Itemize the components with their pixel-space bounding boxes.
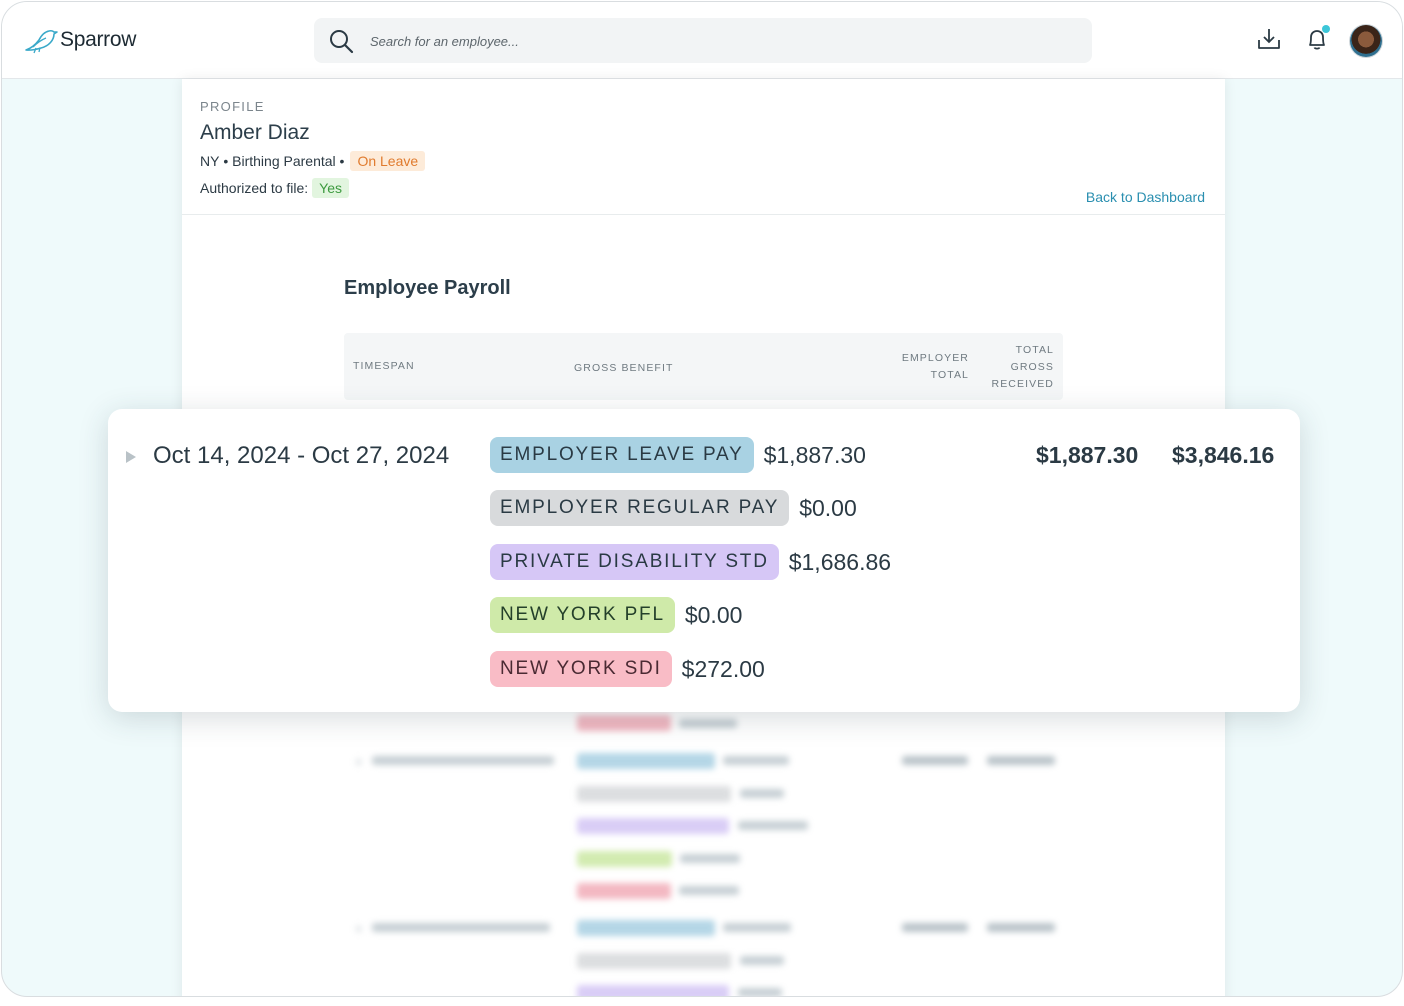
benefit-badge-new-york-sdi: NEW YORK SDI: [490, 651, 672, 687]
download-button[interactable]: [1254, 24, 1284, 54]
benefit-amount: $0.00: [684, 601, 743, 628]
col-employer-total: EMPLOYER TOTAL: [901, 352, 969, 381]
benefit-row: PRIVATE DISABILITY STD $1,686.86: [490, 543, 891, 581]
top-bar: Sparrow: [2, 2, 1402, 79]
notification-dot: [1322, 25, 1330, 33]
benefit-badge-private-disability-std: PRIVATE DISABILITY STD: [490, 544, 779, 580]
benefit-badge-employer-leave-pay: EMPLOYER LEAVE PAY: [490, 437, 754, 473]
benefit-row: EMPLOYER REGULAR PAY $0.00: [490, 489, 857, 527]
bell-icon: [1309, 30, 1325, 50]
blurred-pill: [577, 883, 671, 899]
table-header: TIMESPAN GROSS BENEFIT EMPLOYER TOTAL TO…: [344, 333, 1063, 400]
profile-kicker: PROFILE: [200, 99, 265, 114]
blurred-text: [740, 956, 784, 965]
col-gross-benefit: GROSS BENEFIT: [574, 362, 674, 374]
col-timespan: TIMESPAN: [353, 360, 415, 372]
blurred-text: [372, 756, 554, 765]
logo[interactable]: Sparrow: [24, 26, 136, 54]
blurred-text: [902, 756, 968, 765]
blurred-rows: [342, 709, 1102, 996]
blurred-pill: [577, 985, 729, 996]
collapse-row-chevron-icon[interactable]: [126, 451, 136, 463]
employee-state: NY: [200, 153, 220, 169]
meta-separator: •: [219, 153, 233, 169]
blurred-text: [740, 789, 784, 798]
blurred-pill: [577, 715, 671, 731]
profile-header: PROFILE Amber Diaz NY • Birthing Parenta…: [182, 79, 1225, 215]
status-badge: On Leave: [350, 151, 426, 171]
blurred-pill: [577, 818, 729, 834]
benefit-row: EMPLOYER LEAVE PAY $1,887.30: [490, 436, 866, 474]
employee-meta: NY • Birthing Parental • On Leave: [200, 151, 426, 171]
benefit-badge-employer-regular-pay: EMPLOYER REGULAR PAY: [490, 490, 790, 526]
benefit-row: NEW YORK PFL $0.00: [490, 596, 742, 634]
blurred-pill: [577, 753, 715, 769]
blurred-text: [372, 923, 550, 932]
app-name: Sparrow: [60, 28, 137, 51]
blurred-text: [902, 923, 968, 932]
benefit-badge-new-york-pfl: NEW YORK PFL: [490, 597, 675, 633]
section-title: Employee Payroll: [344, 277, 511, 299]
expanded-payroll-row: Oct 14, 2024 - Oct 27, 2024 EMPLOYER LEA…: [108, 409, 1300, 712]
meta-separator: •: [335, 153, 345, 169]
blurred-chevron: [357, 758, 362, 766]
leave-type: Birthing Parental: [232, 153, 336, 169]
user-avatar[interactable]: [1350, 25, 1382, 57]
total-gross-value: $3,846.16: [1172, 442, 1275, 468]
employee-name: Amber Diaz: [200, 121, 310, 144]
benefit-amount: $1,686.86: [788, 548, 892, 575]
benefit-row: NEW YORK SDI $272.00: [490, 650, 765, 688]
blurred-pill: [577, 786, 731, 802]
notifications-button[interactable]: [1302, 24, 1332, 54]
blurred-text: [987, 923, 1055, 932]
blurred-pill: [577, 851, 672, 867]
authorized-badge: Yes: [312, 178, 350, 198]
col-total-gross: TOTAL GROSS RECEIVED: [991, 344, 1054, 390]
blurred-text: [679, 719, 737, 728]
blurred-pill: [577, 920, 715, 936]
benefit-amount: $0.00: [799, 494, 857, 521]
blurred-text: [680, 854, 740, 863]
blurred-chevron: [357, 925, 362, 933]
back-to-dashboard-link[interactable]: Back to Dashboard: [1085, 189, 1205, 205]
employer-total-value: $1,887.30: [1036, 442, 1139, 468]
sparrow-bird-icon: [25, 30, 58, 54]
blurred-text: [987, 756, 1055, 765]
row-timespan: Oct 14, 2024 - Oct 27, 2024: [153, 442, 450, 469]
authorized-row: Authorized to file: Yes: [200, 178, 350, 198]
search-bar: [314, 18, 1092, 63]
blurred-text: [679, 886, 739, 895]
search-input[interactable]: [368, 29, 1072, 53]
benefit-amount: $1,887.30: [763, 441, 866, 468]
download-icon: [1258, 29, 1280, 49]
blurred-text: [723, 923, 791, 932]
blurred-text: [723, 756, 789, 765]
authorized-label: Authorized to file:: [200, 180, 309, 196]
blurred-pill: [577, 953, 731, 969]
benefit-amount: $272.00: [681, 655, 765, 682]
blurred-text: [738, 988, 782, 996]
search-icon: [330, 30, 354, 54]
blurred-text: [738, 821, 808, 830]
